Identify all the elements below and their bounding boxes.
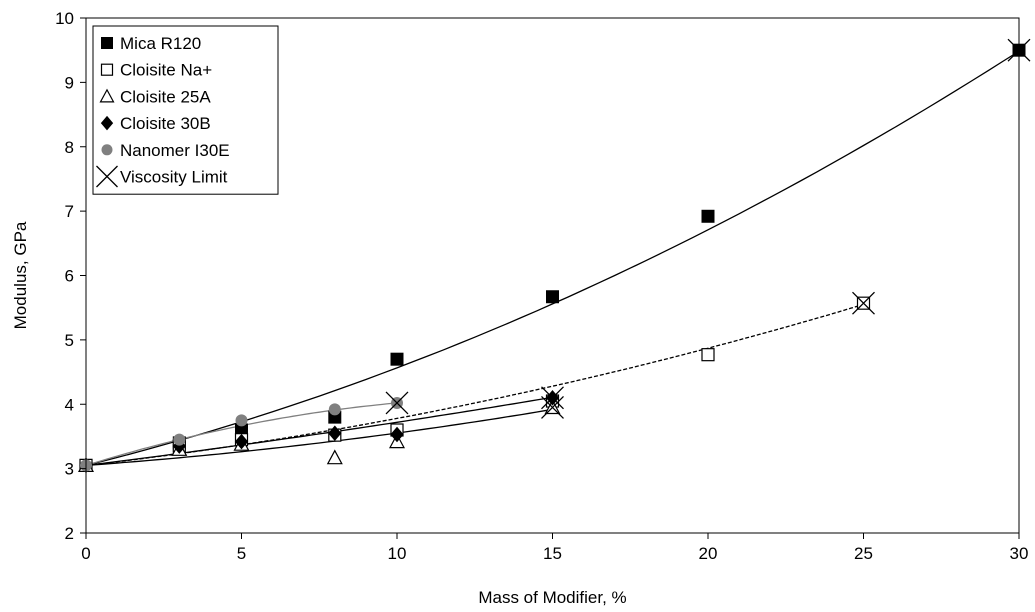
data-point-cloisite-30b bbox=[234, 433, 249, 450]
legend-marker-cloisite-na bbox=[100, 63, 114, 76]
data-point-viscosity-limit bbox=[385, 391, 409, 415]
y-axis-title: Modulus, GPa bbox=[11, 221, 30, 329]
legend-item: Viscosity Limit bbox=[96, 165, 228, 188]
data-point-viscosity-limit bbox=[541, 396, 564, 419]
legend-marker-cloisite-30b bbox=[100, 115, 114, 131]
data-point-cloisite-25a bbox=[326, 449, 343, 465]
legend-label: Nanomer I30E bbox=[120, 141, 230, 160]
x-axis-title: Mass of Modifier, % bbox=[478, 588, 626, 607]
data-point-nanomer-i30e bbox=[235, 414, 248, 427]
legend-marker-mica-r120 bbox=[101, 37, 113, 49]
data-point-nanomer-i30e bbox=[173, 433, 186, 446]
legend-label: Mica R120 bbox=[120, 34, 201, 53]
y-tick-label: 7 bbox=[65, 202, 74, 221]
x-axis-ticks: 0 5 10 15 20 25 30 bbox=[81, 533, 1028, 563]
trendline-cloisite-30b bbox=[85, 396, 553, 467]
y-tick-label: 10 bbox=[55, 9, 74, 28]
data-point-cloisite-na bbox=[701, 348, 715, 362]
data-point-mica-r120 bbox=[701, 209, 715, 223]
data-point-viscosity-limit bbox=[541, 386, 564, 410]
legend-item: Mica R120 bbox=[101, 34, 201, 53]
data-point-mica-r120 bbox=[546, 290, 559, 304]
legend-label: Cloisite 25A bbox=[120, 87, 211, 106]
legend-item: Cloisite Na+ bbox=[100, 61, 212, 80]
y-tick-label: 9 bbox=[65, 73, 74, 92]
legend-item: Cloisite 25A bbox=[99, 87, 211, 106]
legend-label: Cloisite 30B bbox=[120, 114, 211, 133]
legend: Mica R120 Cloisite Na+ Cloisite 25A Cloisit… bbox=[92, 25, 279, 195]
legend-label: Viscosity Limit bbox=[120, 168, 228, 187]
legend-marker-viscosity-limit bbox=[96, 165, 118, 188]
legend-label: Cloisite Na+ bbox=[120, 61, 212, 80]
x-tick-label: 30 bbox=[1010, 544, 1029, 563]
x-tick-label: 15 bbox=[543, 544, 562, 563]
legend-box bbox=[92, 25, 279, 195]
legend-marker-nanomer-i30e bbox=[101, 144, 113, 156]
trendline-cloisite-25a bbox=[85, 408, 553, 467]
x-tick-label: 25 bbox=[854, 544, 873, 563]
y-axis-ticks: 2 3 4 5 6 7 8 9 10 bbox=[55, 9, 86, 543]
legend-item: Cloisite 30B bbox=[100, 114, 211, 133]
legend-item: Nanomer I30E bbox=[101, 141, 230, 160]
data-point-mica-r120 bbox=[390, 352, 404, 366]
x-tick-label: 5 bbox=[237, 544, 246, 563]
data-point-layer bbox=[77, 38, 1031, 474]
y-tick-label: 6 bbox=[65, 267, 74, 286]
legend-marker-cloisite-25a bbox=[99, 88, 115, 103]
trendline-cloisite-na bbox=[85, 303, 864, 467]
data-point-nanomer-i30e bbox=[328, 403, 341, 416]
y-tick-label: 4 bbox=[65, 395, 74, 414]
x-tick-label: 0 bbox=[81, 544, 90, 563]
y-tick-label: 5 bbox=[65, 331, 74, 350]
data-point-cloisite-30b bbox=[328, 425, 342, 441]
x-tick-label: 20 bbox=[699, 544, 718, 563]
y-tick-label: 8 bbox=[65, 138, 74, 157]
data-point-viscosity-limit bbox=[852, 291, 875, 315]
y-tick-label: 2 bbox=[65, 524, 74, 543]
y-tick-label: 3 bbox=[65, 460, 74, 479]
data-point-cloisite-30b bbox=[390, 426, 404, 443]
x-tick-label: 10 bbox=[388, 544, 407, 563]
